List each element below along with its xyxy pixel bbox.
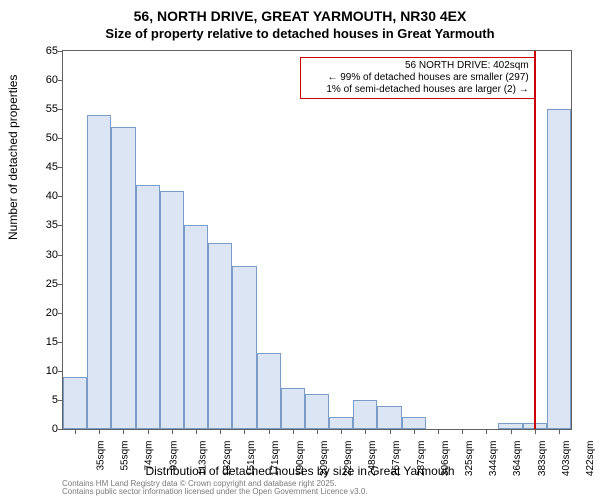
y-tick-mark: [58, 429, 63, 430]
histogram-bar: [402, 417, 426, 429]
histogram-bar: [232, 266, 256, 429]
histogram-bar: [377, 406, 401, 429]
x-tick-mark: [341, 429, 342, 434]
y-tick-mark: [58, 371, 63, 372]
y-tick-label: 0: [28, 423, 58, 435]
chart-plot-area: 35sqm55sqm74sqm93sqm113sqm132sqm151sqm17…: [62, 50, 572, 430]
histogram-bar: [498, 423, 522, 429]
x-tick-mark: [148, 429, 149, 434]
y-tick-label: 35: [28, 219, 58, 231]
marker-line: [534, 51, 536, 429]
x-tick-mark: [220, 429, 221, 434]
x-tick-mark: [172, 429, 173, 434]
histogram-bar: [208, 243, 232, 429]
x-tick-mark: [269, 429, 270, 434]
x-tick-mark: [511, 429, 512, 434]
histogram-bar: [547, 109, 571, 429]
histogram-bar: [184, 225, 208, 429]
y-tick-label: 40: [28, 190, 58, 202]
y-tick-label: 10: [28, 365, 58, 377]
y-tick-label: 30: [28, 249, 58, 261]
y-tick-label: 5: [28, 394, 58, 406]
x-tick-mark: [123, 429, 124, 434]
x-tick-mark: [438, 429, 439, 434]
x-tick-mark: [75, 429, 76, 434]
x-tick-mark: [559, 429, 560, 434]
annotation-line: ← 99% of detached houses are smaller (29…: [306, 72, 529, 84]
x-tick-mark: [317, 429, 318, 434]
histogram-bar: [136, 185, 160, 429]
x-tick-mark: [390, 429, 391, 434]
y-tick-label: 25: [28, 278, 58, 290]
attribution-text: Contains HM Land Registry data © Crown c…: [62, 480, 368, 496]
title-line-1: 56, NORTH DRIVE, GREAT YARMOUTH, NR30 4E…: [0, 8, 600, 26]
y-tick-mark: [58, 255, 63, 256]
histogram-bar: [329, 417, 353, 429]
y-tick-mark: [58, 284, 63, 285]
y-tick-mark: [58, 313, 63, 314]
y-tick-label: 60: [28, 74, 58, 86]
y-axis-label: Number of detached properties: [6, 75, 20, 240]
x-tick-mark: [293, 429, 294, 434]
x-tick-mark: [462, 429, 463, 434]
y-tick-label: 20: [28, 307, 58, 319]
title-line-2: Size of property relative to detached ho…: [0, 26, 600, 42]
histogram-bar: [111, 127, 135, 429]
y-tick-label: 65: [28, 45, 58, 57]
y-tick-mark: [58, 167, 63, 168]
y-tick-mark: [58, 196, 63, 197]
annotation-line: 1% of semi-detached houses are larger (2…: [306, 84, 529, 96]
x-tick-mark: [365, 429, 366, 434]
y-tick-label: 50: [28, 132, 58, 144]
y-tick-label: 45: [28, 161, 58, 173]
y-tick-mark: [58, 109, 63, 110]
y-tick-mark: [58, 225, 63, 226]
x-tick-mark: [535, 429, 536, 434]
histogram-bar: [257, 353, 281, 429]
annotation-line: 56 NORTH DRIVE: 402sqm: [306, 60, 529, 72]
x-tick-mark: [414, 429, 415, 434]
histogram-bar: [63, 377, 87, 429]
y-tick-mark: [58, 80, 63, 81]
attribution-line-2: Contains public sector information licen…: [62, 488, 368, 496]
histogram-bar: [305, 394, 329, 429]
histogram-bar: [160, 191, 184, 429]
histogram-bar: [87, 115, 111, 429]
y-tick-mark: [58, 138, 63, 139]
chart-title: 56, NORTH DRIVE, GREAT YARMOUTH, NR30 4E…: [0, 0, 600, 42]
histogram-bar: [281, 388, 305, 429]
x-axis-label: Distribution of detached houses by size …: [0, 464, 600, 478]
y-tick-mark: [58, 342, 63, 343]
histogram-bar: [353, 400, 377, 429]
x-tick-mark: [99, 429, 100, 434]
annotation-box: 56 NORTH DRIVE: 402sqm← 99% of detached …: [300, 57, 535, 99]
x-tick-mark: [196, 429, 197, 434]
y-tick-label: 55: [28, 103, 58, 115]
y-tick-label: 15: [28, 336, 58, 348]
x-tick-mark: [244, 429, 245, 434]
x-tick-mark: [486, 429, 487, 434]
y-tick-mark: [58, 51, 63, 52]
